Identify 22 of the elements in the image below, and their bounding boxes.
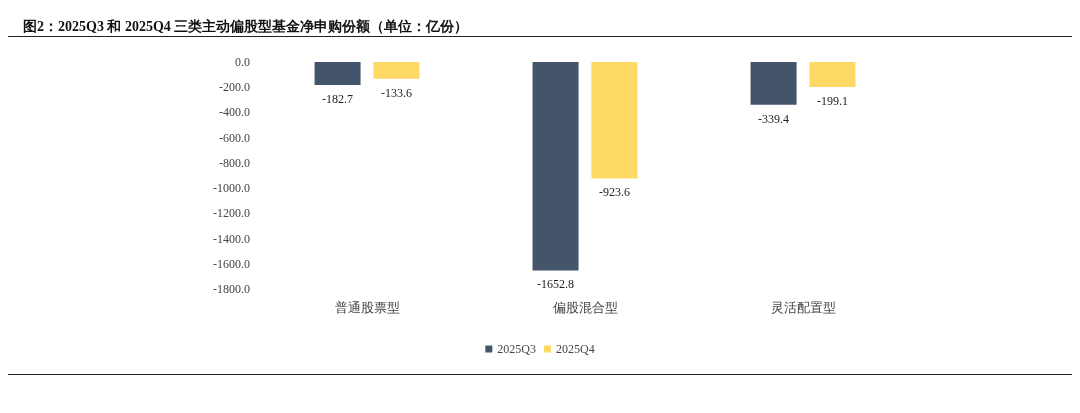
x-tick-label: 偏股混合型 [552, 300, 618, 315]
y-tick-label: 0.0 [235, 55, 250, 69]
y-tick-label: -1400.0 [213, 231, 250, 246]
data-label: -182.7 [322, 92, 354, 107]
x-tick-label: 普通股票型 [334, 300, 400, 315]
legend-label: 2025Q3 [497, 342, 537, 356]
data-label: -339.4 [758, 111, 790, 126]
y-tick-label: -1800.0 [213, 282, 250, 296]
y-tick-label: -800.0 [219, 155, 250, 170]
y-tick-label: -600.0 [219, 130, 250, 145]
data-label: -133.6 [380, 85, 412, 100]
data-label: -923.6 [598, 185, 630, 200]
y-tick-label: -400.0 [219, 105, 250, 120]
y-tick-label: -1000.0 [213, 181, 250, 196]
y-tick-label: -1200.0 [213, 206, 250, 221]
data-label: -199.1 [816, 94, 848, 109]
data-label: -1652.8 [537, 277, 575, 292]
y-tick-label: -200.0 [219, 80, 250, 95]
legend-label: 2025Q4 [556, 342, 595, 356]
y-tick-label: -1600.0 [213, 256, 250, 271]
x-tick-label: 灵活配置型 [770, 300, 836, 315]
chart-title: 图2：2025Q3 和 2025Q4 三类主动偏股型基金净申购份额（单位：亿份） [23, 17, 469, 34]
